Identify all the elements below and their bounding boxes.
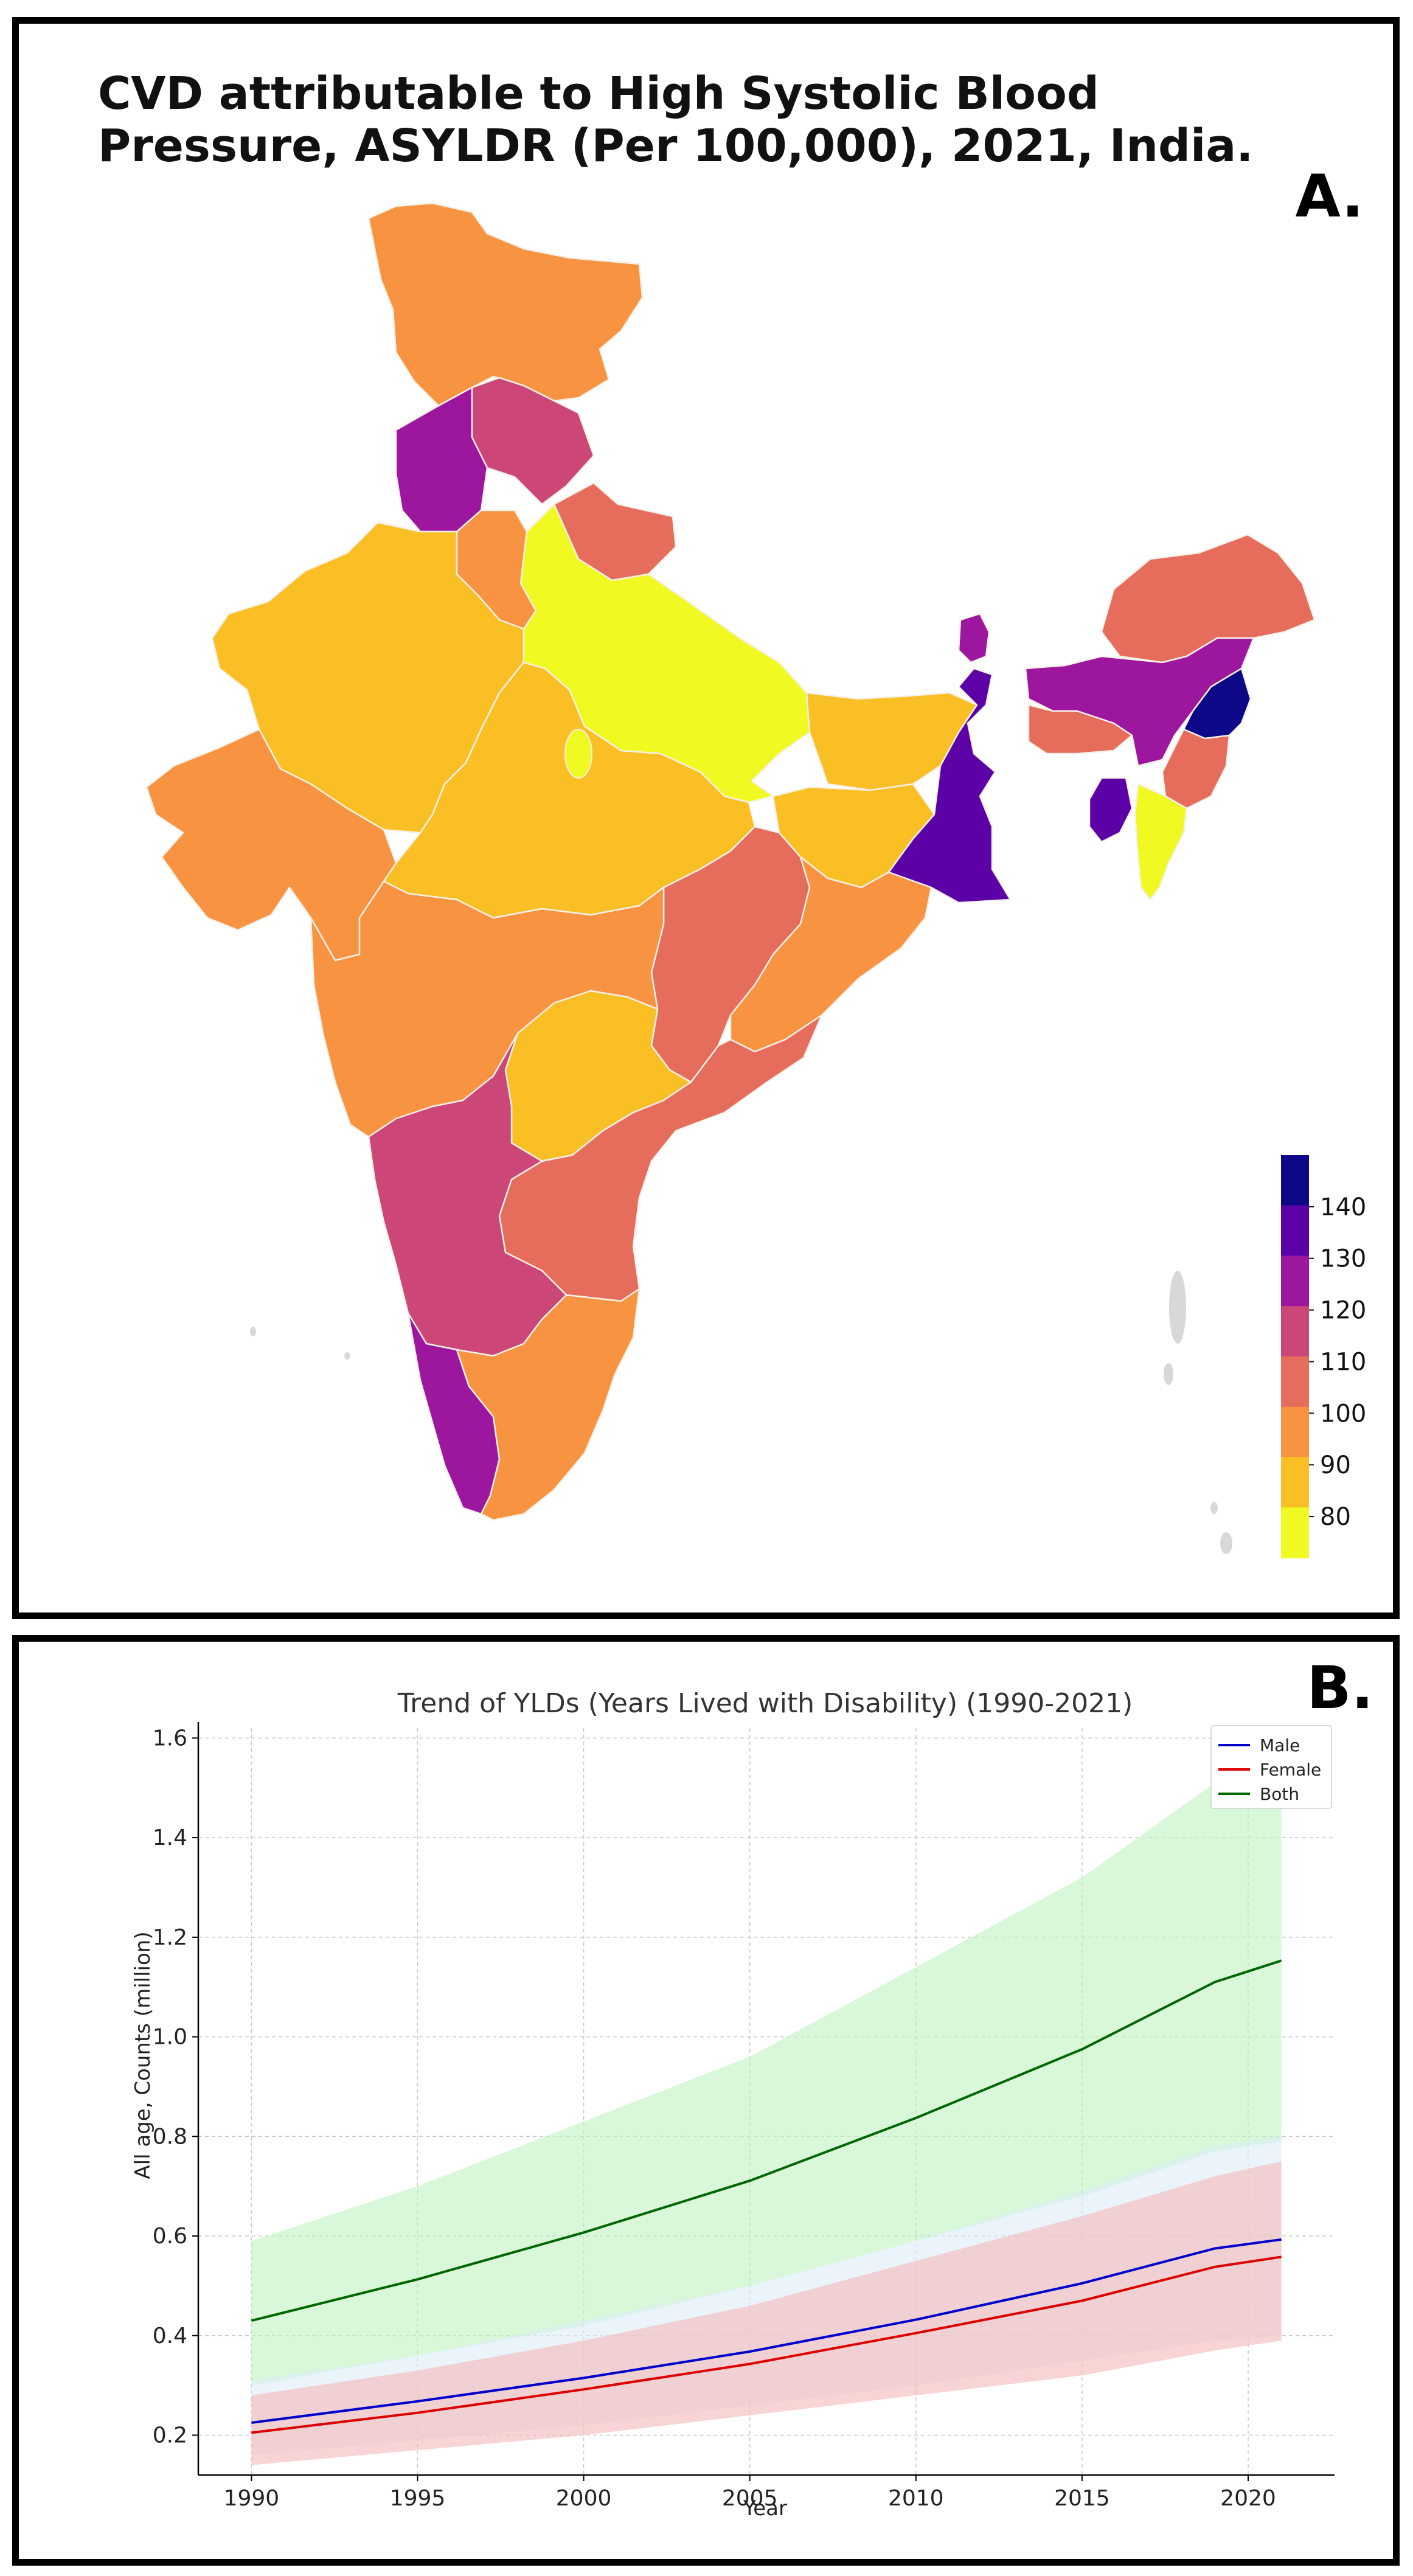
legend: Male Female Both xyxy=(1210,1725,1332,1809)
x-tick-label: 2005 xyxy=(722,2486,778,2511)
y-axis-label: All age, Counts (million) xyxy=(131,1931,155,2179)
colorbar-tick-label: 100 xyxy=(1320,1400,1366,1428)
y-tick-label: 0.2 xyxy=(153,2423,187,2448)
region-tripura xyxy=(1088,777,1133,843)
colorbar-segment xyxy=(1281,1406,1309,1458)
region-arunachal-pradesh xyxy=(1100,533,1316,664)
panel-b-trend-chart: B. Trend of YLDs (Years Lived with Disab… xyxy=(12,1635,1400,2566)
colorbar-tick-label: 130 xyxy=(1320,1245,1366,1273)
line-both xyxy=(251,1959,1282,2322)
x-tick-label: 2000 xyxy=(556,2486,612,2511)
y-tick-label: 0.8 xyxy=(153,2124,187,2149)
region-sikkim xyxy=(957,613,990,664)
colorbar-tick-label: 140 xyxy=(1320,1193,1366,1221)
x-tick-label: 2020 xyxy=(1220,2486,1276,2511)
andaman-islands xyxy=(1169,1271,1186,1344)
region-small-ut xyxy=(564,729,592,779)
x-tick-label: 1995 xyxy=(390,2486,446,2511)
y-tick-label: 1.4 xyxy=(153,1825,187,1850)
colorbar-segment xyxy=(1281,1507,1309,1558)
andaman-islands-south xyxy=(1164,1363,1173,1385)
y-tick-label: 1.0 xyxy=(153,2025,187,2050)
x-tick-label: 2010 xyxy=(888,2486,944,2511)
colorbar-segment xyxy=(1281,1155,1309,1206)
x-tick-label: 2015 xyxy=(1054,2486,1110,2511)
panel-a-map: CVD attributable to High Systolic Blood … xyxy=(12,17,1400,1619)
colorbar-segment xyxy=(1281,1306,1309,1357)
colorbar-tick-label: 80 xyxy=(1320,1503,1351,1531)
y-tick-label: 1.2 xyxy=(153,1925,187,1950)
axes: 1990 1995 2000 2005 2010 2015 2020 0.2 0.4 0.6 0.8… xyxy=(153,1722,1335,2511)
lakshadweep-islands xyxy=(250,1327,256,1336)
colorbar-tick-label: 110 xyxy=(1320,1348,1366,1376)
legend-label-both: Both xyxy=(1260,1784,1299,1804)
colorbar-segment xyxy=(1281,1255,1309,1307)
colorbar-segment xyxy=(1281,1457,1309,1508)
line-female xyxy=(251,2255,1282,2434)
map-title: CVD attributable to High Systolic Blood … xyxy=(98,68,1254,172)
islands xyxy=(250,1271,1232,1554)
region-meghalaya xyxy=(1027,704,1133,755)
yld-trend-chart: Trend of YLDs (Years Lived with Disabili… xyxy=(131,1688,1335,2521)
colorbar-segment xyxy=(1281,1356,1309,1408)
panel-a-letter: A. xyxy=(1295,162,1364,231)
band-both xyxy=(251,1748,1282,2386)
region-manipur xyxy=(1161,728,1231,810)
chart-title: Trend of YLDs (Years Lived with Disabili… xyxy=(397,1688,1133,1719)
series-lines xyxy=(251,1959,1282,2434)
uncertainty-bands xyxy=(251,1748,1282,2465)
region-tamil-nadu xyxy=(456,1288,641,1521)
panel-b-letter: B. xyxy=(1307,1654,1373,1722)
legend-label-female: Female xyxy=(1260,1760,1321,1780)
x-tick-label: 1990 xyxy=(224,2486,280,2511)
colorbar-tick-label: 90 xyxy=(1320,1451,1351,1479)
nicobar-islands-small xyxy=(1210,1502,1218,1514)
region-mizoram xyxy=(1134,783,1188,901)
lakshadweep-islands-2 xyxy=(344,1352,350,1359)
region-jammu-kashmir xyxy=(367,202,644,407)
y-tick-label: 0.4 xyxy=(153,2324,187,2349)
line-male xyxy=(251,2238,1282,2424)
india-choropleth-map: 140 130 120 110 100 90 80 xyxy=(145,202,1366,1558)
y-tick-label: 0.6 xyxy=(153,2224,187,2249)
colorbar-segment xyxy=(1281,1205,1309,1257)
y-tick-label: 1.6 xyxy=(153,1726,187,1751)
region-andhra-pradesh xyxy=(498,1014,823,1302)
legend-label-male: Male xyxy=(1260,1735,1300,1755)
region-west-bengal xyxy=(887,667,1012,904)
colorbar: 140 130 120 110 100 90 80 xyxy=(1281,1155,1366,1558)
nicobar-islands xyxy=(1220,1532,1232,1554)
x-axis-label: Year xyxy=(743,2496,787,2521)
colorbar-tick-label: 120 xyxy=(1320,1297,1366,1325)
